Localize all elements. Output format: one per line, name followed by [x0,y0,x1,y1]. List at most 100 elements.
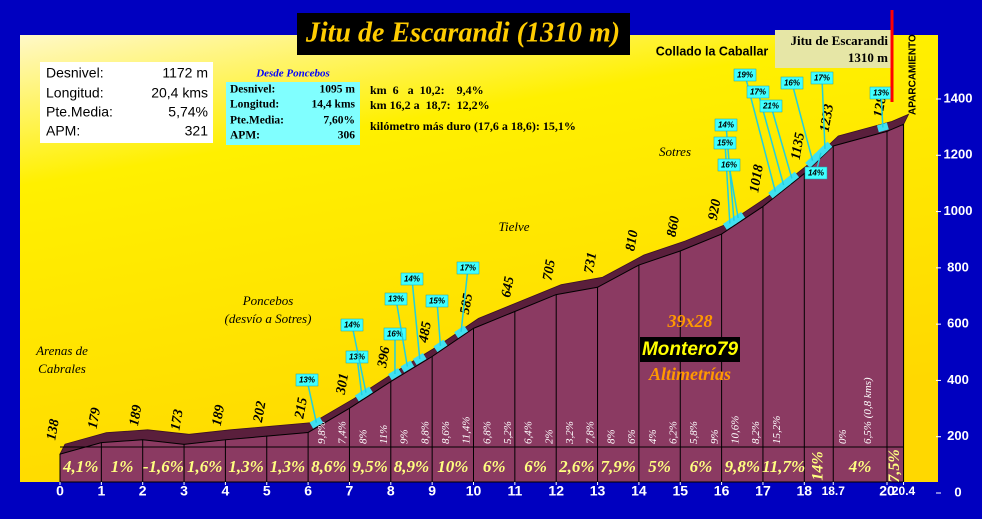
chart-title: Jitu de Escarandi (1310 m) [305,17,620,48]
segment-gradient: 6% [690,457,713,476]
half-km-gradient: 9% [399,429,411,444]
elevation-label: 705 [541,259,559,282]
x-tick-label: 18 [797,483,813,499]
x-tick-label: 15 [672,483,688,499]
segment-gradient: 1% [111,457,134,476]
note: km 6 a 10,2: 9,4% [370,83,484,97]
steep-stripe [784,171,800,186]
callout-line [724,142,731,224]
callout-line [821,77,826,149]
max-gradient: 17% [814,74,830,83]
callout-box [759,99,783,113]
callout-line [436,300,442,346]
max-gradient: 15% [429,297,445,306]
max-gradient: 14% [718,121,734,130]
credit: Montero79 [642,339,739,360]
segment-gradient: 6% [483,457,506,476]
x-tick-label: 0 [56,483,64,499]
elevation-label: 585 [458,292,476,315]
x-tick-label: 16 [714,483,730,499]
place-label: Collado la Caballar [656,44,769,58]
x-tick-label: 10 [466,483,482,499]
half-km-gradient: 11,4% [461,416,473,444]
callout-line [411,278,421,360]
callout-line [306,379,318,423]
half-km-gradient: 5,2% [502,421,514,444]
title-box [297,13,630,55]
segment-gradient: 8,6% [311,457,346,476]
summary-value: 1172 m [162,65,208,81]
x-tick-label: 4 [222,483,230,499]
elevation-label: 202 [251,400,270,424]
poncebos-value: 1095 m [320,84,356,96]
y-tick-label: 200 [947,428,969,443]
max-gradient: 13% [388,295,404,304]
x-tick-label: 13 [590,483,606,499]
callout-box [400,272,424,286]
place-label: Arenas de [35,343,88,358]
x-tick-label: 18.7 [822,484,846,498]
elevation-label: 215 [292,396,311,420]
half-km-gradient: 11% [378,425,390,444]
summary-box [40,62,213,143]
steep-stripe [412,353,427,366]
callout-box [295,373,319,387]
max-gradient: 13% [873,89,889,98]
elevation-label: 173 [168,408,186,431]
segment-gradient: 9,5% [352,457,387,476]
x-tick-label: 3 [180,483,188,499]
place-label: (desvío a Sotres) [225,311,312,326]
callout-box [384,292,408,306]
callout-line [728,164,739,219]
max-gradient: 16% [387,330,403,339]
x-tick-label: 7 [346,483,354,499]
y-tick-label: 0 [954,484,961,499]
elevation-label: 138 [44,418,62,441]
max-gradient: 19% [737,71,753,80]
segment-gradient: 14% [809,451,826,480]
y-tick-label: 600 [947,316,969,331]
elevation-label: 860 [665,215,683,238]
segment-gradient: -1,6% [143,457,184,476]
max-gradient: 17% [750,88,766,97]
half-km-gradient: 6,8% [481,421,493,444]
x-tick-label: 5 [263,483,271,499]
segment-gradient: 11,7% [762,457,805,476]
segment-gradient: 5% [648,457,671,476]
elevation-label: 189 [210,404,228,427]
segment-gradient: 7,9% [601,457,636,476]
elevation-label: 179 [86,407,104,430]
elevation-label: 396 [375,346,394,370]
x-tick-label: 9 [428,483,436,499]
x-tick-label: 12 [548,483,564,499]
segment-gradient: 9,8% [725,457,760,476]
half-km-gradient: 15,2% [771,416,783,444]
summary-value: 5,74% [168,104,208,120]
callout-box [714,118,738,132]
max-gradient: 17% [460,264,476,273]
x-tick-label: 14 [631,483,647,499]
half-km-gradient: 8,2% [750,421,762,444]
place-label: Poncebos [242,293,294,308]
summit-height: 1310 m [848,50,888,65]
note: km 16,2 a 18,7: 12,2% [370,98,490,112]
place-label: Tielve [498,219,529,234]
callout-box [456,261,480,275]
elevation-label: 1233 [818,103,838,133]
callout-box [780,76,804,90]
y-tick-label: 400 [947,372,969,387]
y-tick-label: 1400 [944,90,973,105]
segment-gradient: 1,6% [187,457,222,476]
callout-line [770,105,793,179]
summit-name: Jitu de Escarandi [790,33,888,48]
callout-line [791,82,814,161]
half-km-gradient: 8% [357,429,369,444]
callout-line [351,324,367,393]
half-km-gradient: 9,8% [316,421,328,444]
half-km-gradient: 9% [709,429,721,444]
parking-label: APARCAMIENTO [908,34,919,115]
callout-line [460,267,469,332]
elevation-label: 731 [582,251,600,274]
half-km-gradient: 6,4% [523,421,535,444]
max-gradient: 15% [717,139,733,148]
